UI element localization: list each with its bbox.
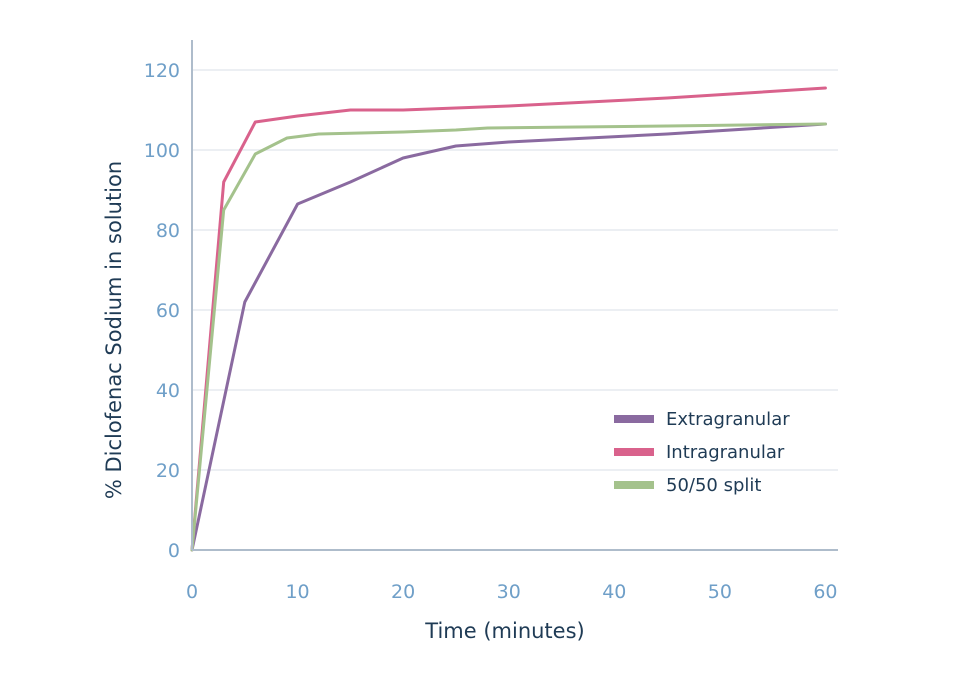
y-tick-label: 120: [144, 60, 180, 82]
x-tick-label: 10: [285, 581, 309, 603]
y-tick-label: 60: [156, 300, 180, 322]
x-tick-label: 60: [813, 581, 837, 603]
y-tick-label: 80: [156, 220, 180, 242]
y-tick-label: 40: [156, 380, 180, 402]
x-axis-title: Time (minutes): [424, 619, 584, 643]
y-tick-label: 100: [144, 140, 180, 162]
x-tick-label: 0: [186, 581, 198, 603]
tick-labels: 0 20 40 60 80 100 120 0 10 20 30 40 50 60: [144, 60, 838, 603]
y-tick-label: 20: [156, 460, 180, 482]
legend-swatch: [614, 481, 654, 489]
x-tick-label: 20: [391, 581, 415, 603]
legend-label: Intragranular: [666, 442, 785, 463]
y-tick-label: 0: [168, 540, 180, 562]
legend-label: Extragranular: [666, 409, 790, 430]
gridlines: [192, 69, 838, 471]
legend: Extragranular Intragranular 50/50 split: [614, 409, 790, 496]
series-lines: [190, 86, 827, 552]
series-line-extragranular: [190, 122, 827, 552]
legend-swatch: [614, 448, 654, 456]
x-tick-label: 50: [708, 581, 732, 603]
series-line-intragranular: [190, 86, 827, 552]
y-axis-title: % Diclofenac Sodium in solution: [102, 161, 126, 499]
x-tick-label: 40: [602, 581, 626, 603]
x-tick-label: 30: [497, 581, 521, 603]
legend-label: 50/50 split: [666, 475, 761, 496]
series-line-50-50-split: [190, 122, 827, 552]
axes: [191, 40, 838, 551]
legend-swatch: [614, 415, 654, 423]
